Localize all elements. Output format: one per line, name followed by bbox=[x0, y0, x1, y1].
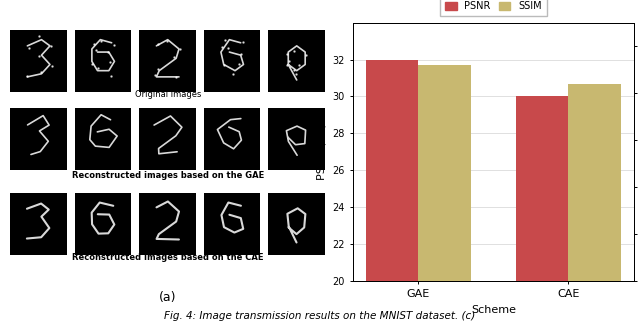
FancyBboxPatch shape bbox=[140, 193, 196, 255]
Bar bbox=[366, 59, 419, 323]
FancyBboxPatch shape bbox=[10, 193, 67, 255]
FancyBboxPatch shape bbox=[10, 108, 67, 170]
FancyBboxPatch shape bbox=[75, 193, 131, 255]
Bar bbox=[568, 84, 621, 323]
Legend: PSNR, SSIM: PSNR, SSIM bbox=[440, 0, 547, 16]
FancyBboxPatch shape bbox=[75, 30, 131, 92]
Text: Fig. 4: Image transmission results on the MNIST dataset. (c): Fig. 4: Image transmission results on th… bbox=[164, 311, 476, 321]
Text: (a): (a) bbox=[159, 291, 177, 304]
FancyBboxPatch shape bbox=[269, 193, 325, 255]
Text: Original images: Original images bbox=[134, 90, 201, 99]
Text: Reconstructed images based on the CAE: Reconstructed images based on the CAE bbox=[72, 253, 264, 262]
FancyBboxPatch shape bbox=[269, 30, 325, 92]
Bar bbox=[419, 65, 471, 323]
Y-axis label: PSNR (dB): PSNR (dB) bbox=[317, 123, 326, 180]
FancyBboxPatch shape bbox=[204, 108, 260, 170]
FancyBboxPatch shape bbox=[75, 108, 131, 170]
Text: Reconstructed images based on the GAE: Reconstructed images based on the GAE bbox=[72, 171, 264, 180]
FancyBboxPatch shape bbox=[204, 30, 260, 92]
FancyBboxPatch shape bbox=[140, 30, 196, 92]
FancyBboxPatch shape bbox=[204, 193, 260, 255]
FancyBboxPatch shape bbox=[10, 30, 67, 92]
FancyBboxPatch shape bbox=[269, 108, 325, 170]
FancyBboxPatch shape bbox=[140, 108, 196, 170]
X-axis label: Scheme: Scheme bbox=[471, 305, 516, 315]
Bar bbox=[516, 97, 568, 323]
